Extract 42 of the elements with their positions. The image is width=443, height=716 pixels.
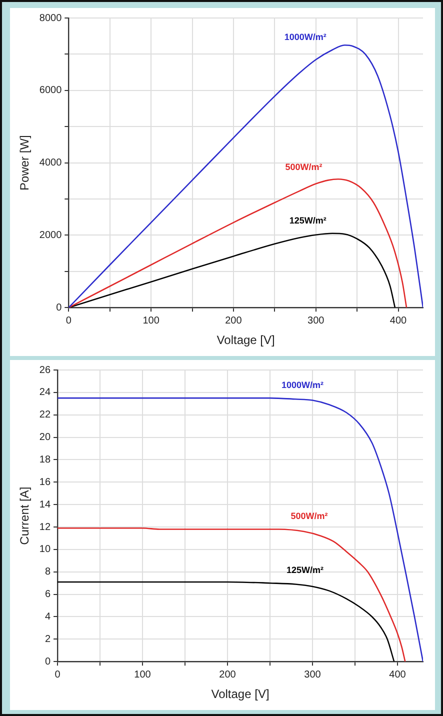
y-tick-label: 2000 (39, 230, 62, 241)
x-tick-label: 400 (389, 669, 406, 680)
series-label: 500W/m² (290, 511, 328, 522)
y-tick-label: 2 (44, 634, 51, 645)
y-tick-label: 14 (39, 499, 51, 510)
y-tick-label: 6 (44, 589, 51, 600)
y-tick-label: 4 (44, 611, 51, 622)
y-tick-label: 8 (44, 566, 51, 578)
y-tick-label: 20 (39, 432, 51, 444)
y-tick-label: 0 (44, 656, 51, 668)
y-axis-title: Current [A] (18, 486, 32, 545)
x-axis-title: Voltage [V] (211, 687, 270, 702)
x-tick-label: 300 (304, 669, 322, 680)
y-axis-title: Power [W] (18, 135, 32, 190)
y-tick-label: 0 (56, 302, 62, 314)
x-axis-title: Voltage [V] (216, 333, 275, 348)
x-tick-label: 0 (66, 315, 72, 326)
y-tick-label: 10 (39, 544, 51, 556)
x-tick-label: 200 (219, 669, 236, 680)
series-label: 1000W/m² (284, 32, 326, 42)
y-tick-label: 12 (39, 522, 51, 533)
y-tick-label: 8000 (39, 12, 62, 24)
y-tick-label: 6000 (39, 85, 62, 96)
y-tick-label: 22 (39, 410, 51, 421)
series-label: 125W/m² (289, 215, 326, 226)
y-tick-label: 4000 (39, 158, 62, 169)
line-series (68, 232, 396, 308)
line-series (68, 178, 408, 308)
y-tick-label: 18 (39, 454, 51, 466)
line-series (58, 581, 395, 662)
y-tick-label: 24 (39, 387, 51, 398)
series-label: 125W/m² (286, 565, 324, 576)
series-label: 1000W/m² (281, 380, 324, 390)
x-tick-label: 200 (225, 315, 242, 326)
line-series (58, 527, 406, 662)
y-tick-label: 26 (39, 364, 51, 376)
y-tick-label: 16 (39, 476, 51, 488)
x-tick-label: 100 (142, 315, 160, 326)
x-tick-label: 300 (308, 315, 325, 326)
x-tick-label: 400 (390, 315, 408, 326)
series-label: 500W/m² (285, 162, 322, 172)
x-tick-label: 100 (134, 669, 152, 680)
